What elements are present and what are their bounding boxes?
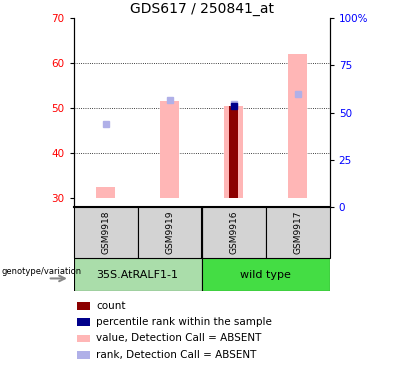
Bar [77,351,90,359]
Bar [224,106,243,198]
Text: GSM9918: GSM9918 [101,211,110,254]
Text: genotype/variation: genotype/variation [2,267,81,276]
Bar [160,101,179,198]
Text: wild type: wild type [240,269,291,280]
Bar [77,335,90,342]
Bar [202,207,265,258]
Text: GSM9916: GSM9916 [229,211,238,254]
Bar [77,318,90,326]
Text: rank, Detection Call = ABSENT: rank, Detection Call = ABSENT [96,350,256,360]
Bar [138,207,202,258]
Text: value, Detection Call = ABSENT: value, Detection Call = ABSENT [96,333,261,343]
Bar [229,106,239,198]
Text: GSM9919: GSM9919 [165,211,174,254]
Bar [96,187,115,198]
Bar [265,207,330,258]
Text: count: count [96,301,126,311]
Text: 35S.AtRALF1-1: 35S.AtRALF1-1 [97,269,178,280]
Text: GSM9917: GSM9917 [293,211,302,254]
Bar [74,207,138,258]
Bar [288,54,307,198]
Bar [77,302,90,310]
Bar [74,258,202,291]
Title: GDS617 / 250841_at: GDS617 / 250841_at [130,2,273,16]
Text: percentile rank within the sample: percentile rank within the sample [96,317,272,327]
Bar [202,258,330,291]
